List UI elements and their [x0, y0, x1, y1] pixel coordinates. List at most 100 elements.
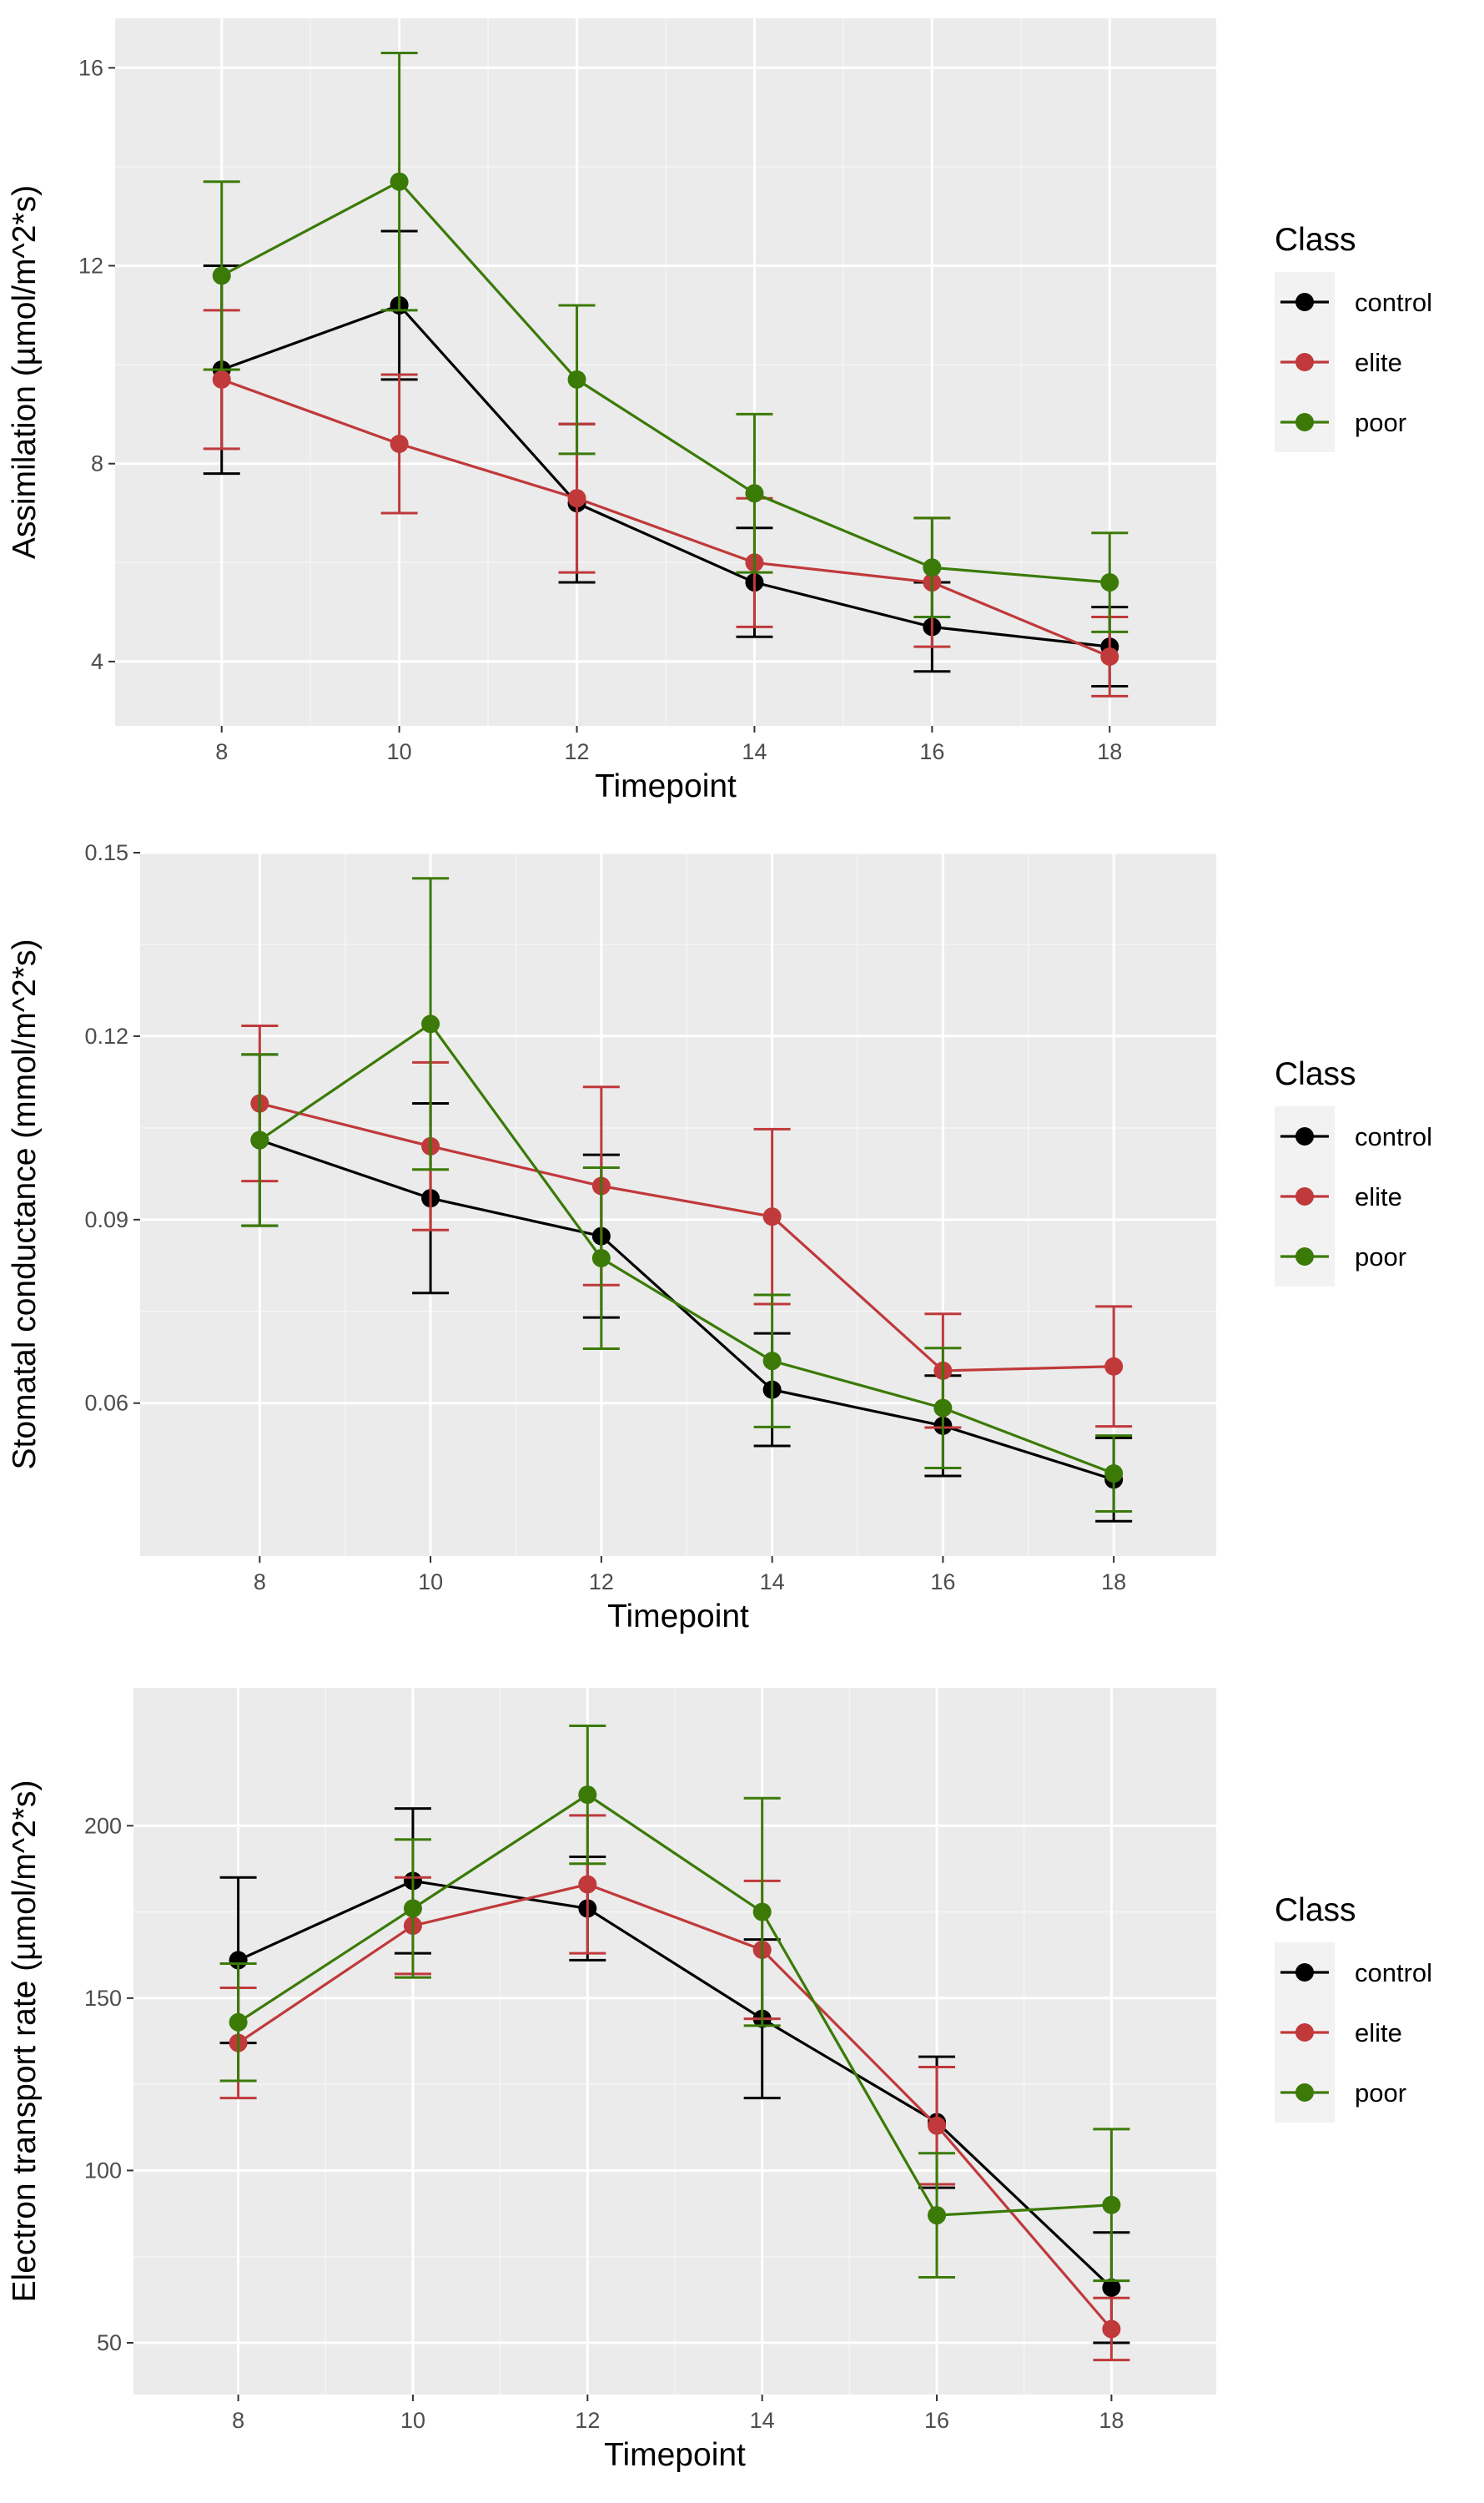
x-tick-label: 12: [565, 739, 590, 764]
series-poor: [241, 877, 1133, 1513]
data-point: [578, 1785, 597, 1805]
legend-title: Class: [1275, 1056, 1356, 1092]
y-tick-label: 0.15: [84, 840, 128, 865]
legend-key-point: [1295, 413, 1314, 431]
legend: Class control elite poor: [1275, 222, 1432, 452]
data-point: [1100, 573, 1119, 592]
legend-label-elite: elite: [1355, 1182, 1402, 1211]
data-point: [567, 489, 586, 508]
series-line: [221, 304, 1110, 648]
data-point: [1104, 1357, 1124, 1376]
legend-key-point: [1295, 1247, 1314, 1266]
data-point: [1102, 2278, 1121, 2297]
x-axis-title: Timepoint: [607, 1599, 749, 1634]
data-point: [212, 266, 231, 285]
x-tick-label: 10: [418, 1569, 443, 1594]
x-tick-label: 18: [1097, 739, 1122, 764]
series-line: [259, 1101, 1114, 1372]
y-tick-label: 50: [97, 2330, 122, 2355]
x-tick-label: 16: [919, 739, 944, 764]
chart-panel-3: 8 10 12 14 16 18 50 100 150 200 Timepoint Electron …: [7, 1688, 1432, 2473]
legend-label-control: control: [1355, 288, 1432, 317]
legend-key-point: [1295, 1187, 1314, 1206]
x-tick-label: 10: [400, 2408, 425, 2433]
y-tick-label: 8: [91, 451, 103, 476]
y-tick-label: 150: [84, 1986, 122, 2011]
series-line: [237, 1879, 1113, 2289]
legend-label-elite: elite: [1355, 348, 1402, 377]
legend: Class control elite poor: [1275, 1056, 1432, 1287]
data-point: [923, 558, 942, 577]
y-axis-title: Electron transport rate (µmol/m^2*s): [7, 1780, 43, 2303]
series-line: [259, 1022, 1114, 1475]
data-point: [762, 1352, 782, 1371]
y-axis-title: Assimilation (µmol/m^2*s): [7, 185, 43, 559]
legend-label-poor: poor: [1355, 1242, 1406, 1272]
y-tick-label: 0.09: [84, 1207, 128, 1232]
data-point: [591, 1249, 611, 1268]
data-point: [567, 370, 586, 389]
x-tick-label: 14: [760, 1569, 785, 1594]
y-axis-title: Stomatal conductance (mmol/m^2*s): [7, 939, 43, 1469]
y-tick-label: 12: [78, 254, 103, 279]
data-point: [928, 2116, 947, 2135]
data-point: [212, 370, 231, 389]
series-line: [259, 1139, 1114, 1481]
legend-key-point: [1295, 353, 1314, 371]
x-tick-label: 8: [254, 1569, 266, 1594]
legend-label-poor: poor: [1355, 408, 1406, 437]
legend-label-poor: poor: [1355, 2078, 1406, 2108]
series-poor: [219, 1724, 1130, 2283]
legend-label-control: control: [1355, 1122, 1432, 1151]
x-tick-label: 10: [387, 739, 412, 764]
series-line: [237, 1793, 1112, 2217]
legend-label-control: control: [1355, 1958, 1432, 1987]
data-point: [578, 1875, 597, 1894]
y-tick-label: 200: [84, 1813, 122, 1838]
x-tick-label: 14: [742, 739, 767, 764]
x-tick-label: 14: [750, 2408, 775, 2433]
chart-panel-1: 8 10 12 14 16 18 4 8 12 16 Timepoint Assimilation (…: [7, 18, 1432, 804]
data-point: [928, 2206, 947, 2225]
y-tick-label: 100: [84, 2158, 122, 2183]
y-tick-label: 4: [91, 649, 103, 674]
legend-key-point: [1295, 1963, 1314, 1982]
x-axis-title: Timepoint: [595, 768, 737, 804]
x-tick-label: 18: [1101, 1569, 1126, 1594]
y-tick-label: 0.06: [84, 1391, 128, 1416]
data-point: [752, 1902, 772, 1921]
legend-key-point: [1295, 2023, 1314, 2042]
x-tick-label: 16: [924, 2408, 949, 2433]
data-point: [390, 172, 409, 191]
data-point: [1104, 1464, 1124, 1483]
y-tick-label: 16: [78, 55, 103, 80]
series-poor: [203, 52, 1129, 633]
chart-panel-2: 8 10 12 14 16 18 0.06 0.09 0.12 0.15 Timepoint Stom…: [7, 840, 1432, 1634]
data-point: [1102, 2319, 1121, 2339]
data-point: [762, 1207, 782, 1226]
x-tick-label: 8: [232, 2408, 244, 2433]
x-tick-label: 12: [589, 1569, 614, 1594]
data-point: [933, 1398, 953, 1418]
series-line: [237, 1882, 1113, 2330]
series-line: [221, 378, 1110, 658]
data-point: [1102, 2195, 1121, 2214]
legend-title: Class: [1275, 222, 1356, 258]
y-tick-label: 0.12: [84, 1024, 128, 1049]
legend: Class control elite poor: [1275, 1892, 1432, 2123]
data-point: [250, 1131, 269, 1150]
data-point: [421, 1015, 440, 1034]
legend-label-elite: elite: [1355, 2018, 1402, 2047]
legend-key-point: [1295, 293, 1314, 311]
data-point: [1100, 647, 1119, 666]
data-point: [403, 1899, 422, 1918]
x-tick-label: 16: [930, 1569, 955, 1594]
data-point: [229, 2012, 248, 2032]
legend-title: Class: [1275, 1892, 1356, 1928]
data-point: [390, 434, 409, 453]
x-axis-title: Timepoint: [604, 2437, 746, 2473]
plot-background: [140, 853, 1216, 1556]
series-elite: [241, 1024, 1133, 1429]
data-point: [745, 484, 764, 503]
